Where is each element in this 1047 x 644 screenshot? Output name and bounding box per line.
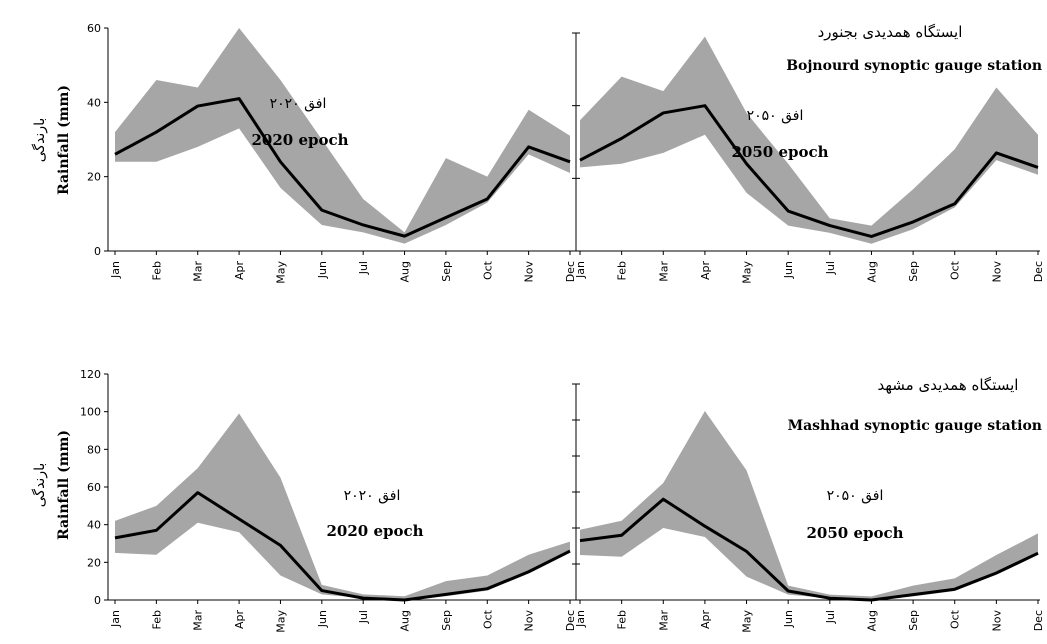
x-tick-label: May — [274, 610, 287, 633]
x-tick-label: Feb — [150, 610, 163, 629]
x-tick-label: Jun — [316, 261, 329, 279]
y-tick-label: 0 — [94, 594, 101, 607]
uncertainty-band-top-right — [580, 36, 1038, 244]
x-tick-label: Nov — [523, 261, 536, 283]
x-tick-label: Aug — [399, 261, 412, 282]
x-tick-label: May — [274, 261, 287, 284]
x-tick-label: Nov — [990, 610, 1003, 632]
x-tick-label: Apr — [699, 610, 712, 630]
x-tick-label: Jan — [574, 610, 587, 628]
x-tick-label: Mar — [657, 610, 670, 631]
y-tick-label: 0 — [94, 245, 101, 258]
station-title-fa: ایستگاه همدیدی مشهد — [878, 376, 1019, 394]
epoch-label-en: 2020 epoch — [326, 522, 423, 540]
x-tick-label: Dec — [1032, 261, 1045, 282]
x-tick-label: Nov — [990, 261, 1003, 283]
station-title-en: Bojnourd synoptic gauge station — [786, 58, 1042, 74]
x-tick-label: Jul — [357, 261, 370, 275]
x-tick-label: Sep — [907, 610, 920, 631]
x-tick-label: Nov — [523, 610, 536, 632]
y-tick-label: 100 — [80, 406, 101, 419]
epoch-label-en: 2050 epoch — [731, 143, 828, 161]
x-tick-label: Aug — [399, 610, 412, 631]
station-title-en: Mashhad synoptic gauge station — [788, 418, 1042, 434]
rainfall-line-bottom-left — [114, 491, 571, 602]
uncertainty-band-bottom-right — [580, 411, 1038, 600]
y-tick-label: 20 — [87, 556, 101, 569]
x-tick-label: Mar — [657, 261, 670, 282]
x-tick-label: Sep — [907, 261, 920, 282]
epoch-label-fa: افق ۲۰۲۰ — [270, 96, 327, 112]
x-tick-label: Jun — [782, 610, 795, 628]
epoch-label-fa: افق ۲۰۲۰ — [344, 488, 401, 504]
rainfall-line-top-right — [579, 104, 1039, 238]
x-tick-label: Dec — [564, 610, 577, 631]
x-tick-label: Oct — [481, 609, 494, 629]
y-axis-title-fa: بارندگی — [31, 118, 48, 163]
y-tick-label: 40 — [87, 96, 101, 109]
x-tick-label: Feb — [616, 610, 629, 629]
epoch-label-fa: افق ۲۰۵۰ — [747, 108, 804, 124]
x-tick-label: Oct — [949, 260, 962, 280]
x-tick-label: Jun — [782, 261, 795, 279]
x-tick-label: Jan — [109, 610, 122, 628]
uncertainty-band-top-left — [115, 28, 570, 244]
y-tick-label: 80 — [87, 443, 101, 456]
epoch-label-en: 2020 epoch — [251, 131, 348, 149]
y-tick-label: 60 — [87, 22, 101, 35]
x-tick-label: Mar — [192, 261, 205, 282]
x-tick-label: Jul — [824, 610, 837, 624]
x-tick-label: Mar — [192, 610, 205, 631]
x-tick-label: May — [741, 610, 754, 633]
x-tick-label: Jan — [109, 261, 122, 279]
x-tick-label: Feb — [150, 261, 163, 280]
x-tick-label: Jul — [824, 261, 837, 275]
uncertainty-band-bottom-left — [115, 413, 570, 600]
x-tick-label: Dec — [564, 261, 577, 282]
y-tick-label: 20 — [87, 171, 101, 184]
y-axis-title-en: Rainfall (mm) — [56, 85, 72, 195]
y-tick-label: 40 — [87, 519, 101, 532]
x-tick-label: Oct — [949, 609, 962, 629]
y-tick-label: 60 — [87, 481, 101, 494]
rainfall-line-bottom-right — [579, 497, 1039, 602]
x-tick-label: Jul — [357, 610, 370, 624]
x-tick-label: Apr — [699, 261, 712, 281]
x-tick-label: Jan — [574, 261, 587, 279]
x-tick-label: Feb — [616, 261, 629, 280]
x-tick-label: Apr — [233, 610, 246, 630]
x-tick-label: Dec — [1032, 610, 1045, 631]
y-axis-title-en: Rainfall (mm) — [56, 430, 72, 540]
x-tick-label: Aug — [865, 610, 878, 631]
x-tick-label: Jun — [316, 610, 329, 628]
x-tick-label: May — [741, 261, 754, 284]
x-tick-label: Aug — [865, 261, 878, 282]
epoch-label-en: 2050 epoch — [806, 524, 903, 542]
x-tick-label: Sep — [440, 610, 453, 631]
rainfall-line-top-left — [114, 97, 571, 238]
epoch-label-fa: افق ۲۰۵۰ — [827, 488, 884, 504]
station-title-fa: ایستگاه همدیدی بجنورد — [818, 23, 963, 41]
x-tick-label: Sep — [440, 261, 453, 282]
y-tick-label: 120 — [80, 368, 101, 381]
y-axis-title-fa: بارندگی — [31, 463, 48, 508]
x-tick-label: Oct — [481, 260, 494, 280]
x-tick-label: Apr — [233, 261, 246, 281]
